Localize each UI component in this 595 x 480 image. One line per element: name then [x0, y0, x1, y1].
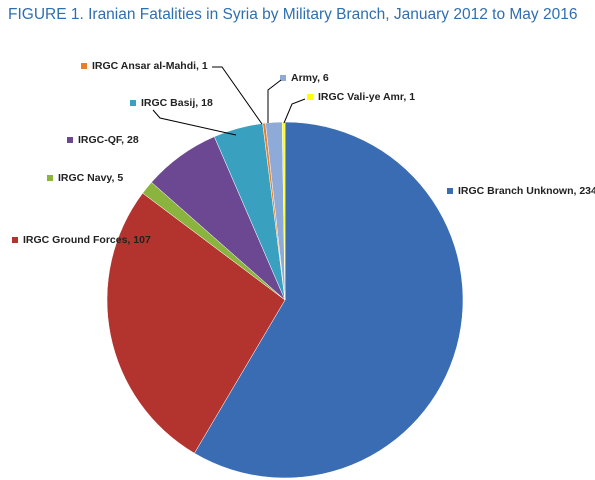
pie-slice: [281, 121, 286, 301]
label-marker: [81, 63, 87, 69]
label-marker: [280, 75, 286, 81]
data-label: IRGC Ansar al-Mahdi, 1: [92, 60, 208, 72]
data-label: IRGC Vali-ye Amr, 1: [318, 91, 415, 103]
label-marker: [47, 175, 53, 181]
pie-slice: [106, 192, 286, 454]
label-marker: [307, 94, 313, 100]
data-label: IRGC Basij, 18: [141, 97, 213, 109]
data-label: IRGC Branch Unknown, 234: [458, 185, 595, 197]
label-marker: [67, 137, 73, 143]
label-marker: [12, 237, 18, 243]
data-label: Army, 6: [291, 72, 329, 84]
label-marker: [447, 188, 453, 194]
pie-slice: [194, 121, 464, 479]
label-marker: [130, 100, 136, 106]
leader-lines: [152, 66, 306, 136]
data-label: IRGC Ground Forces, 107: [23, 234, 151, 246]
chart-title: FIGURE 1. Iranian Fatalities in Syria by…: [8, 6, 577, 23]
data-label: IRGC-QF, 28: [78, 134, 139, 146]
data-label: IRGC Navy, 5: [58, 172, 123, 184]
